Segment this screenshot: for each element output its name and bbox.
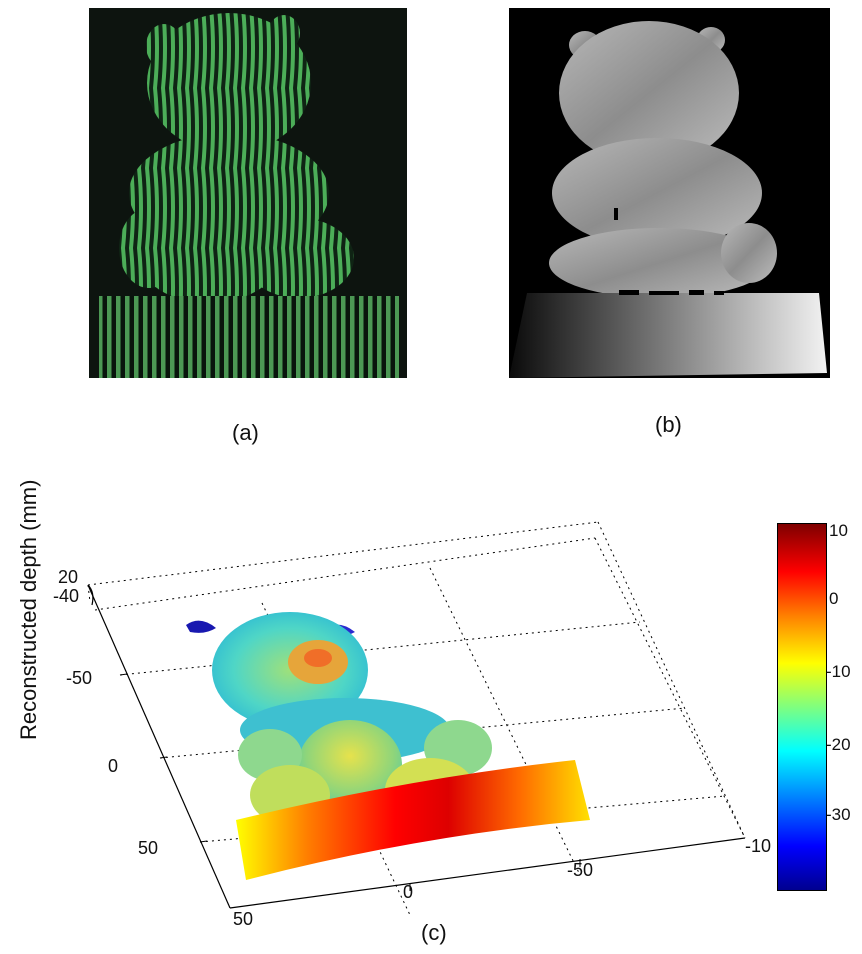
caption-c: (c) (421, 920, 447, 945)
depth-map-image (509, 21, 827, 378)
ytick-0: 0 (108, 756, 119, 776)
colorbar-tick-neg10: -10 (826, 662, 851, 681)
plot-axes (87, 521, 746, 916)
depth-map-panel (509, 8, 830, 378)
bear-surface (186, 612, 590, 880)
xtick-neg50: -50 (567, 860, 594, 880)
caption-a: (a) (232, 420, 259, 445)
xtick-neg10: -10 (745, 836, 772, 856)
colorbar (777, 523, 827, 891)
reconstruction-3d-plot (0, 500, 760, 949)
colorbar-tick-neg30: -30 (826, 805, 851, 824)
ztick-neg40: -40 (53, 586, 80, 606)
xtick-0: 0 (403, 882, 414, 902)
ytick-50: 50 (138, 838, 159, 858)
colorbar-tick-0: 0 (829, 589, 839, 608)
xtick-50: 50 (233, 909, 254, 929)
fringe-image-panel (89, 8, 407, 378)
caption-b: (b) (655, 412, 682, 437)
colorbar-tick-10: 10 (829, 521, 848, 540)
colorbar-tick-neg20: -20 (826, 735, 851, 754)
ztick-20: 20 (58, 567, 79, 587)
fringe-image (99, 13, 399, 378)
zaxis-label: Reconstructed depth (mm) (16, 479, 41, 740)
ytick-neg50: -50 (66, 668, 93, 688)
